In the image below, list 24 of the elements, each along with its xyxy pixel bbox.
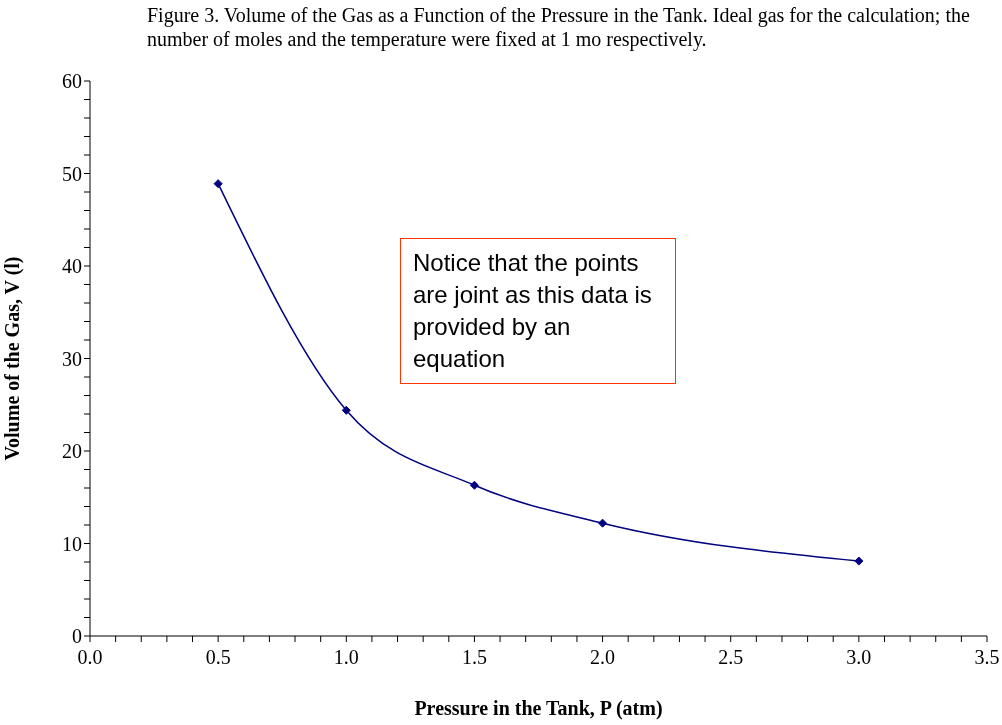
point	[854, 556, 864, 566]
chart-title: Figure 3. Volume of the Gas as a Function of the Pressure in the Tank. Ideal gas for the calculation; the number of moles and the temperature were fixed at 1 mo respectively.	[147, 3, 971, 51]
y-tick-label: 60	[62, 70, 82, 93]
point	[341, 405, 351, 415]
x-tick-label: 2.5	[718, 646, 744, 669]
y-tick-label: 10	[62, 532, 82, 555]
x-tick-label: 1.5	[461, 646, 487, 669]
y-axis-title: Volume of the Gas, V (l)	[1, 256, 25, 461]
y-tick-label: 20	[62, 440, 82, 463]
y-tick-label: 40	[62, 255, 82, 278]
x-tick-label: 2.0	[590, 646, 616, 669]
y-tick-label: 30	[62, 347, 82, 370]
y-tick-label: 50	[62, 162, 82, 185]
point	[598, 518, 608, 528]
x-tick-label: 0.0	[77, 646, 103, 669]
x-axis-title: Pressure in the Tank, P (atm)	[414, 697, 663, 720]
annotation: Notice that the points are joint as this data is provided by an equation	[400, 238, 676, 384]
point	[213, 179, 223, 189]
x-tick-label: 3.5	[974, 646, 1000, 669]
x-tick-label: 3.0	[846, 646, 872, 669]
point	[469, 480, 479, 490]
x-tick-label: 1.0	[333, 646, 359, 669]
y-tick-label: 0	[72, 625, 82, 648]
x-tick-label: 0.5	[205, 646, 231, 669]
